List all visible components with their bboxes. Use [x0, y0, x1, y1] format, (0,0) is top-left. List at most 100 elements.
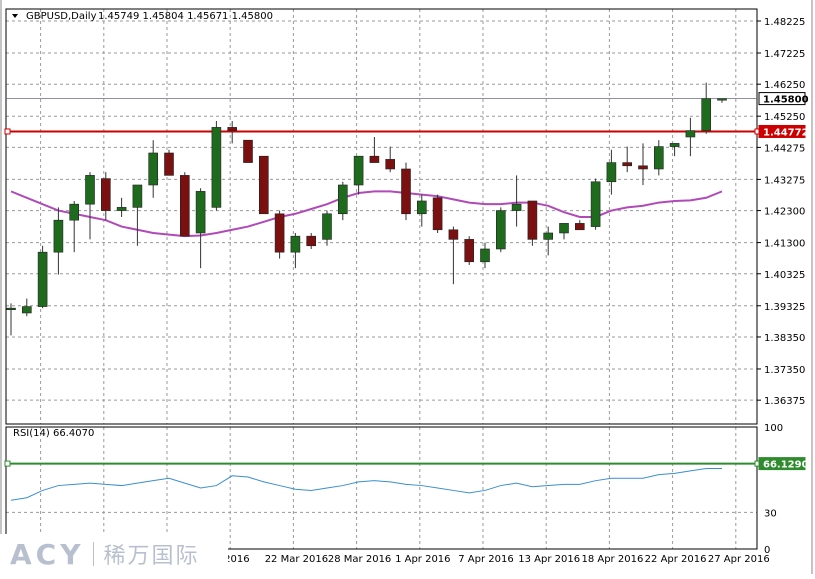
y-tick-label: 1.44275 — [764, 143, 805, 154]
price-badges: 1.45800 1.44772 66.1290 — [758, 92, 809, 471]
y-tick-label: 1.42300 — [764, 207, 805, 218]
resistance-badge-box — [758, 124, 806, 138]
candle-up — [211, 127, 222, 208]
candle-up — [132, 184, 143, 208]
candle-up — [669, 143, 680, 147]
y-tick-label: 1.37350 — [764, 365, 805, 376]
candle-up — [653, 146, 664, 170]
candle-up — [21, 306, 32, 314]
last-price-badge-text: 1.45800 — [763, 95, 809, 106]
watermark: ACY 稀万国际 — [0, 534, 228, 574]
candle-up — [148, 152, 158, 186]
candle-up — [480, 248, 490, 263]
y-tick-label: 1.43275 — [764, 175, 805, 186]
rsi-layer — [4, 460, 761, 501]
candle-up — [543, 232, 554, 240]
candle-up — [6, 307, 16, 310]
candle-up — [511, 203, 522, 211]
candle-up — [337, 184, 348, 215]
candle-up — [606, 162, 617, 183]
rsi-plot-frame — [5, 426, 758, 550]
candle-up — [69, 203, 79, 221]
candle-up — [717, 98, 727, 101]
candle-down — [638, 165, 648, 170]
rsi-tick-label: 0 — [764, 545, 770, 556]
title-dropdown-icon — [12, 14, 18, 18]
candle-up — [37, 251, 48, 307]
y-tick-label: 1.41300 — [764, 239, 805, 250]
x-tick-label: 13 Apr 2016 — [518, 554, 580, 565]
candle-down — [101, 178, 111, 211]
x-tick-label: r 2016 — [217, 554, 250, 565]
candle-down — [622, 162, 633, 167]
candle-up — [685, 130, 696, 138]
grid — [6, 9, 757, 424]
rsi-tick-label: 30 — [764, 508, 777, 519]
candles-layer — [6, 82, 727, 336]
candle-down — [369, 155, 380, 163]
candle-up — [53, 219, 64, 253]
rsi-title: RSI(14) 66.4070 — [13, 428, 94, 439]
main-plot-frame — [5, 8, 758, 425]
y-tick-label: 1.45250 — [764, 112, 805, 123]
watermark-text: 稀万国际 — [103, 544, 200, 569]
candle-down — [432, 197, 443, 231]
watermark-logo: ACY — [10, 537, 85, 571]
rsi-level-badge-text: 66.1290 — [763, 460, 809, 471]
candle-down — [385, 159, 396, 170]
y-tick-label: 1.36375 — [764, 396, 805, 407]
candle-down — [274, 213, 285, 253]
candle-up — [416, 200, 427, 215]
x-tick-label: 22 Apr 2016 — [645, 554, 707, 565]
rsi-tick-label: 100 — [764, 423, 783, 434]
candle-down — [227, 127, 237, 131]
y-tick-label: 1.46250 — [764, 80, 805, 91]
y-tick-label: 1.48225 — [764, 17, 805, 28]
candle-up — [701, 98, 712, 131]
candle-down — [464, 239, 475, 263]
level-lines — [4, 98, 761, 135]
candle-up — [559, 223, 569, 234]
moving-average-layer — [10, 190, 723, 238]
candle-up — [590, 181, 601, 227]
candle-down — [401, 168, 411, 215]
resistance-badge-text: 1.44772 — [763, 127, 809, 138]
candle-down — [164, 152, 174, 176]
ohlc-header: 1.45749 1.45804 1.45671 1.45800 — [98, 11, 273, 22]
x-tick-label: 28 Mar 2016 — [328, 554, 391, 565]
chart-title: GBPUSD,Daily — [26, 11, 97, 22]
candle-up — [495, 210, 506, 250]
watermark-separator — [92, 542, 94, 566]
candle-down — [306, 235, 317, 247]
y-tick-label: 1.47225 — [764, 49, 805, 60]
candle-down — [258, 155, 269, 215]
y-tick-label: 1.40325 — [764, 270, 805, 281]
candle-up — [116, 207, 127, 211]
candle-down — [448, 229, 459, 240]
candle-up — [85, 175, 95, 205]
resistance-line-handle — [4, 128, 11, 135]
y-tick-label: 1.38350 — [764, 333, 805, 344]
x-tick-label: 1 Apr 2016 — [395, 554, 450, 565]
x-tick-label: 27 Apr 2016 — [708, 554, 770, 565]
candle-up — [353, 155, 364, 186]
candle-down — [243, 139, 253, 163]
rsi-line — [10, 467, 722, 501]
moving-average-line — [10, 190, 723, 238]
axes-text: 1.48225 1.47225 1.46250 1.45250 1.44275 1.432… — [12, 14, 805, 565]
candle-down — [180, 175, 190, 237]
candle-down — [527, 200, 538, 240]
x-tick-label: 22 Mar 2016 — [265, 554, 328, 565]
rsi-grid — [6, 427, 757, 549]
x-tick-label: 7 Apr 2016 — [458, 554, 513, 565]
last-price-badge-box — [758, 92, 806, 106]
candle-up — [290, 235, 301, 253]
y-tick-label: 1.39325 — [764, 302, 805, 313]
rsi-level-badge-box — [758, 457, 806, 471]
candle-up — [195, 191, 206, 234]
rsi-level-handle — [4, 460, 11, 467]
x-tick-label: 18 Apr 2016 — [581, 554, 643, 565]
